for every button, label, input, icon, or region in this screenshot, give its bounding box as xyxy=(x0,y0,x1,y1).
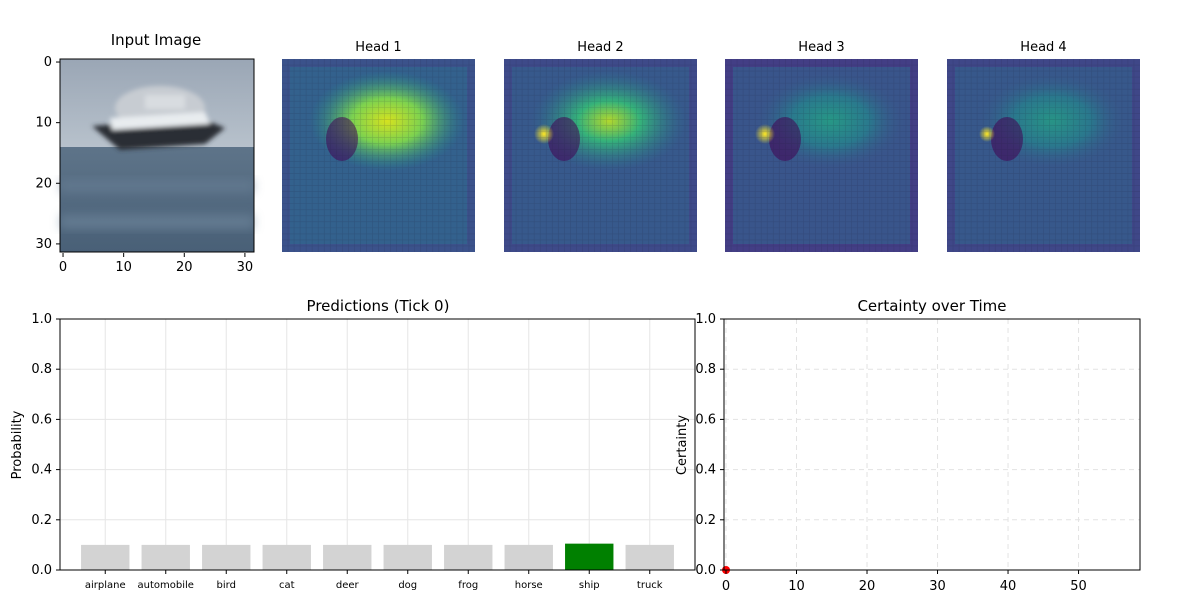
y-tick-label: 0.6 xyxy=(31,412,52,427)
bar-deer xyxy=(323,544,372,570)
certainty-chart: Certainty over Time Certainty 0.00.20.40… xyxy=(675,297,1141,594)
y-tick-label: 0.4 xyxy=(31,463,52,478)
image-y-tick-label: 20 xyxy=(35,176,52,191)
predictions-ylabel: Probability xyxy=(10,410,25,479)
x-tick-label-bird: bird xyxy=(217,580,236,591)
input-image-y-axis: 0 10 20 30 xyxy=(35,55,60,252)
image-y-tick-label: 0 xyxy=(44,55,52,70)
bar-bird xyxy=(202,544,251,570)
x-tick-label: 20 xyxy=(859,579,876,594)
head-2-heatmap xyxy=(504,59,697,252)
head-2-title: Head 2 xyxy=(577,40,623,55)
x-tick-label-automobile: automobile xyxy=(138,580,194,591)
y-tick-label: 0.2 xyxy=(31,513,52,528)
head-1-panel: Head 1 xyxy=(282,40,475,252)
image-x-tick-label: 30 xyxy=(237,260,254,275)
predictions-grid xyxy=(60,318,695,571)
x-tick-label: 10 xyxy=(788,579,805,594)
bar-truck xyxy=(625,544,674,570)
attention-heads: Head 1 Head 2 Head 3 Head 4 xyxy=(282,40,1140,252)
image-x-tick-label: 0 xyxy=(59,260,67,275)
input-image-title: Input Image xyxy=(111,31,202,49)
x-tick-label-airplane: airplane xyxy=(85,580,126,591)
y-tick-label: 0.0 xyxy=(695,563,716,578)
head-4-panel: Head 4 xyxy=(947,40,1140,252)
image-y-tick-label: 30 xyxy=(35,237,52,252)
x-tick-label-cat: cat xyxy=(279,580,295,591)
predictions-frame xyxy=(59,318,696,571)
certainty-ylabel: Certainty xyxy=(675,415,690,475)
y-tick-label: 0.2 xyxy=(695,513,716,528)
ship-photo xyxy=(60,59,254,252)
head-3-heatmap xyxy=(725,59,918,252)
certainty-title: Certainty over Time xyxy=(857,297,1006,315)
y-tick-label: 0.8 xyxy=(31,362,52,377)
bar-dog xyxy=(383,544,432,570)
x-tick-label: 50 xyxy=(1070,579,1087,594)
predictions-title: Predictions (Tick 0) xyxy=(307,297,450,315)
predictions-chart: Predictions (Tick 0) Probability 0.00.20… xyxy=(10,297,696,591)
head-4-title: Head 4 xyxy=(1020,40,1066,55)
head-2-panel: Head 2 xyxy=(504,40,697,252)
bar-ship xyxy=(565,543,614,570)
certainty-frame xyxy=(723,318,1141,571)
x-tick-label: 0 xyxy=(722,579,730,594)
y-tick-label: 0.4 xyxy=(695,463,716,478)
x-tick-label-dog: dog xyxy=(398,580,417,591)
y-tick-label: 0.8 xyxy=(695,362,716,377)
head-1-title: Head 1 xyxy=(355,40,401,55)
bar-frog xyxy=(444,544,493,570)
predictions-bars xyxy=(81,543,674,570)
y-tick-label: 1.0 xyxy=(695,312,716,327)
input-image-frame xyxy=(59,58,255,253)
input-image-x-axis: 0 10 20 30 xyxy=(59,253,253,275)
image-y-tick-label: 10 xyxy=(35,116,52,131)
head-3-title: Head 3 xyxy=(798,40,844,55)
y-tick-label: 1.0 xyxy=(31,312,52,327)
bar-airplane xyxy=(81,544,130,570)
x-tick-label-truck: truck xyxy=(637,580,663,591)
image-x-tick-label: 20 xyxy=(176,260,193,275)
bar-cat xyxy=(262,544,311,570)
y-tick-label: 0.0 xyxy=(31,563,52,578)
bar-automobile xyxy=(141,544,190,570)
input-image-panel: Input Image xyxy=(35,31,255,275)
certainty-y-axis: 0.0 0.2 0.4 0.6 0.8 1.0 xyxy=(695,312,724,578)
x-tick-label-horse: horse xyxy=(515,580,543,591)
head-1-heatmap xyxy=(282,59,475,252)
y-tick-label: 0.6 xyxy=(695,412,716,427)
predictions-x-axis: airplane automobile bird cat deer dog frog hors… xyxy=(85,570,663,591)
x-tick-label: 40 xyxy=(1000,579,1017,594)
x-tick-label: 30 xyxy=(929,579,946,594)
x-tick-label-deer: deer xyxy=(336,580,360,591)
x-tick-label-frog: frog xyxy=(458,580,478,591)
head-4-heatmap xyxy=(947,59,1140,252)
x-tick-label-ship: ship xyxy=(579,580,600,591)
certainty-grid xyxy=(724,318,1140,571)
head-3-panel: Head 3 xyxy=(725,40,918,252)
image-x-tick-label: 10 xyxy=(115,260,132,275)
bar-horse xyxy=(504,544,553,570)
predictions-y-axis: 0.0 0.2 0.4 0.6 0.8 1.0 xyxy=(31,312,60,578)
certainty-x-axis: 0 10 20 30 40 50 xyxy=(722,570,1087,594)
